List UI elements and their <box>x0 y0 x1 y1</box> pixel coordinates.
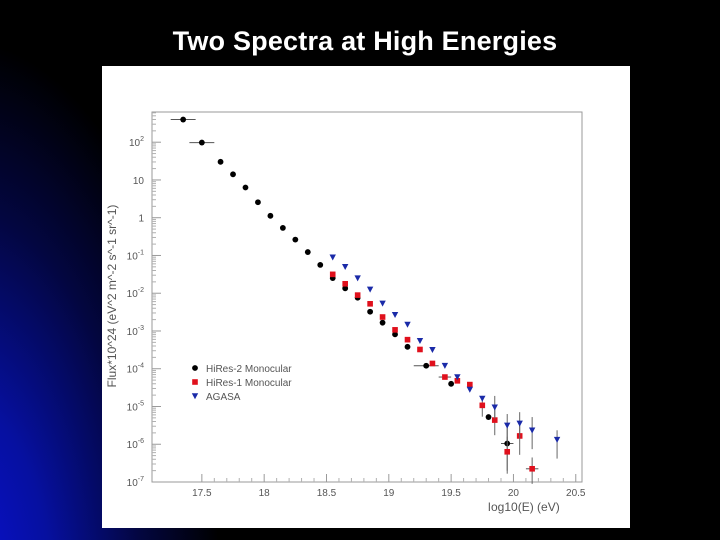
data-point <box>442 374 448 380</box>
x-axis-title-text: og10(E) (eV) <box>491 500 560 514</box>
data-point <box>354 275 361 282</box>
series-hires-2-monocular <box>170 116 514 474</box>
data-point <box>504 448 511 455</box>
legend-label: HiRes-1 Monocular <box>206 378 292 389</box>
data-point <box>417 346 423 353</box>
y-tick-label: 10-3 <box>127 325 144 338</box>
x-tick-label: 20.5 <box>566 488 586 499</box>
data-point <box>466 386 474 393</box>
x-tick-label: 20 <box>508 488 520 499</box>
data-point <box>429 360 436 367</box>
data-point <box>367 308 374 315</box>
data-point <box>329 254 336 261</box>
data-point <box>255 199 261 206</box>
data-point <box>423 362 430 369</box>
data-point <box>329 271 336 278</box>
data-point <box>341 263 349 270</box>
data-point <box>366 286 374 293</box>
data-point <box>317 262 324 268</box>
y-tick-label: 102 <box>129 136 144 149</box>
series-hires-1-monocular <box>329 271 539 484</box>
x-tick-label: 19 <box>383 488 395 499</box>
y-tick-label: 10-4 <box>127 363 144 376</box>
data-point <box>441 362 449 369</box>
y-tick-label: 10-1 <box>127 249 144 262</box>
data-point <box>504 422 511 429</box>
y-tick-label: 10 <box>133 176 145 187</box>
y-axis: 102 10 1 10-1 10-2 10-3 10-4 10-5 10-6 10-7 <box>127 112 161 489</box>
y-axis-title: Flux*10^24 (eV^2 m^-2 s^-1 sr^-1) <box>105 205 119 388</box>
legend-marker <box>192 365 198 371</box>
data-point <box>379 319 386 326</box>
x-axis-title-prefix: l <box>488 500 491 514</box>
legend-marker <box>191 393 199 400</box>
data-point <box>367 300 373 307</box>
data-point <box>354 292 361 298</box>
y-tick-label: 1 <box>138 214 144 225</box>
data-point <box>553 436 561 443</box>
data-point <box>392 331 398 338</box>
data-point <box>279 225 286 231</box>
y-tick-label: 10-2 <box>127 287 144 300</box>
data-point <box>454 374 461 381</box>
data-point <box>404 321 411 328</box>
series-agasa <box>329 254 561 459</box>
data-point <box>217 158 224 165</box>
data-point <box>416 337 424 344</box>
data-point <box>242 184 249 191</box>
data-point <box>404 336 411 343</box>
data-point <box>529 465 535 472</box>
data-point <box>404 343 411 350</box>
data-point <box>491 417 498 423</box>
data-point <box>180 116 187 123</box>
data-point <box>485 414 492 420</box>
flux-spectrum-chart: 17.5 18 18.5 19 19.5 20 20.5 102 10 1 10-1 10-2 10-… <box>105 111 586 514</box>
data-point <box>292 236 299 243</box>
data-point <box>379 300 386 307</box>
x-axis: 17.5 18 18.5 19 19.5 20 20.5 <box>192 474 586 499</box>
x-axis-title: l og10(E) (eV) <box>488 500 560 514</box>
data-point <box>467 381 473 388</box>
legend: HiRes-2 Monocular HiRes-1 Monocular AGASA <box>191 364 292 403</box>
y-tick-label: 10-5 <box>127 400 144 413</box>
x-tick-label: 18.5 <box>317 488 337 499</box>
data-point <box>479 395 486 402</box>
data-point <box>379 314 386 320</box>
data-series <box>170 116 561 484</box>
x-tick-label: 17.5 <box>192 488 212 499</box>
data-point <box>304 249 311 255</box>
y-tick-label: 10-6 <box>127 438 144 451</box>
data-point <box>267 212 274 219</box>
legend-label: AGASA <box>206 392 241 403</box>
data-point <box>342 280 348 287</box>
data-point <box>491 404 498 411</box>
data-point <box>230 171 236 178</box>
data-point <box>448 380 455 387</box>
data-point <box>391 311 399 318</box>
data-point <box>342 285 349 292</box>
data-point <box>392 327 398 333</box>
data-point <box>454 378 461 384</box>
x-tick-label: 19.5 <box>441 488 461 499</box>
legend-label: HiRes-2 Monocular <box>206 364 292 375</box>
plot-frame <box>151 111 583 483</box>
data-point <box>528 427 536 434</box>
y-tick-label: 10-7 <box>127 476 144 489</box>
data-point <box>516 420 523 427</box>
data-point <box>479 402 486 409</box>
slide-title: Two Spectra at High Energies <box>172 26 558 56</box>
data-point <box>429 347 436 354</box>
legend-marker <box>192 379 198 385</box>
plot-panel: 17.5 18 18.5 19 19.5 20 20.5 102 10 1 10-1 10-2 10-… <box>102 66 630 528</box>
x-tick-label: 18 <box>259 488 271 499</box>
data-point <box>198 139 205 146</box>
